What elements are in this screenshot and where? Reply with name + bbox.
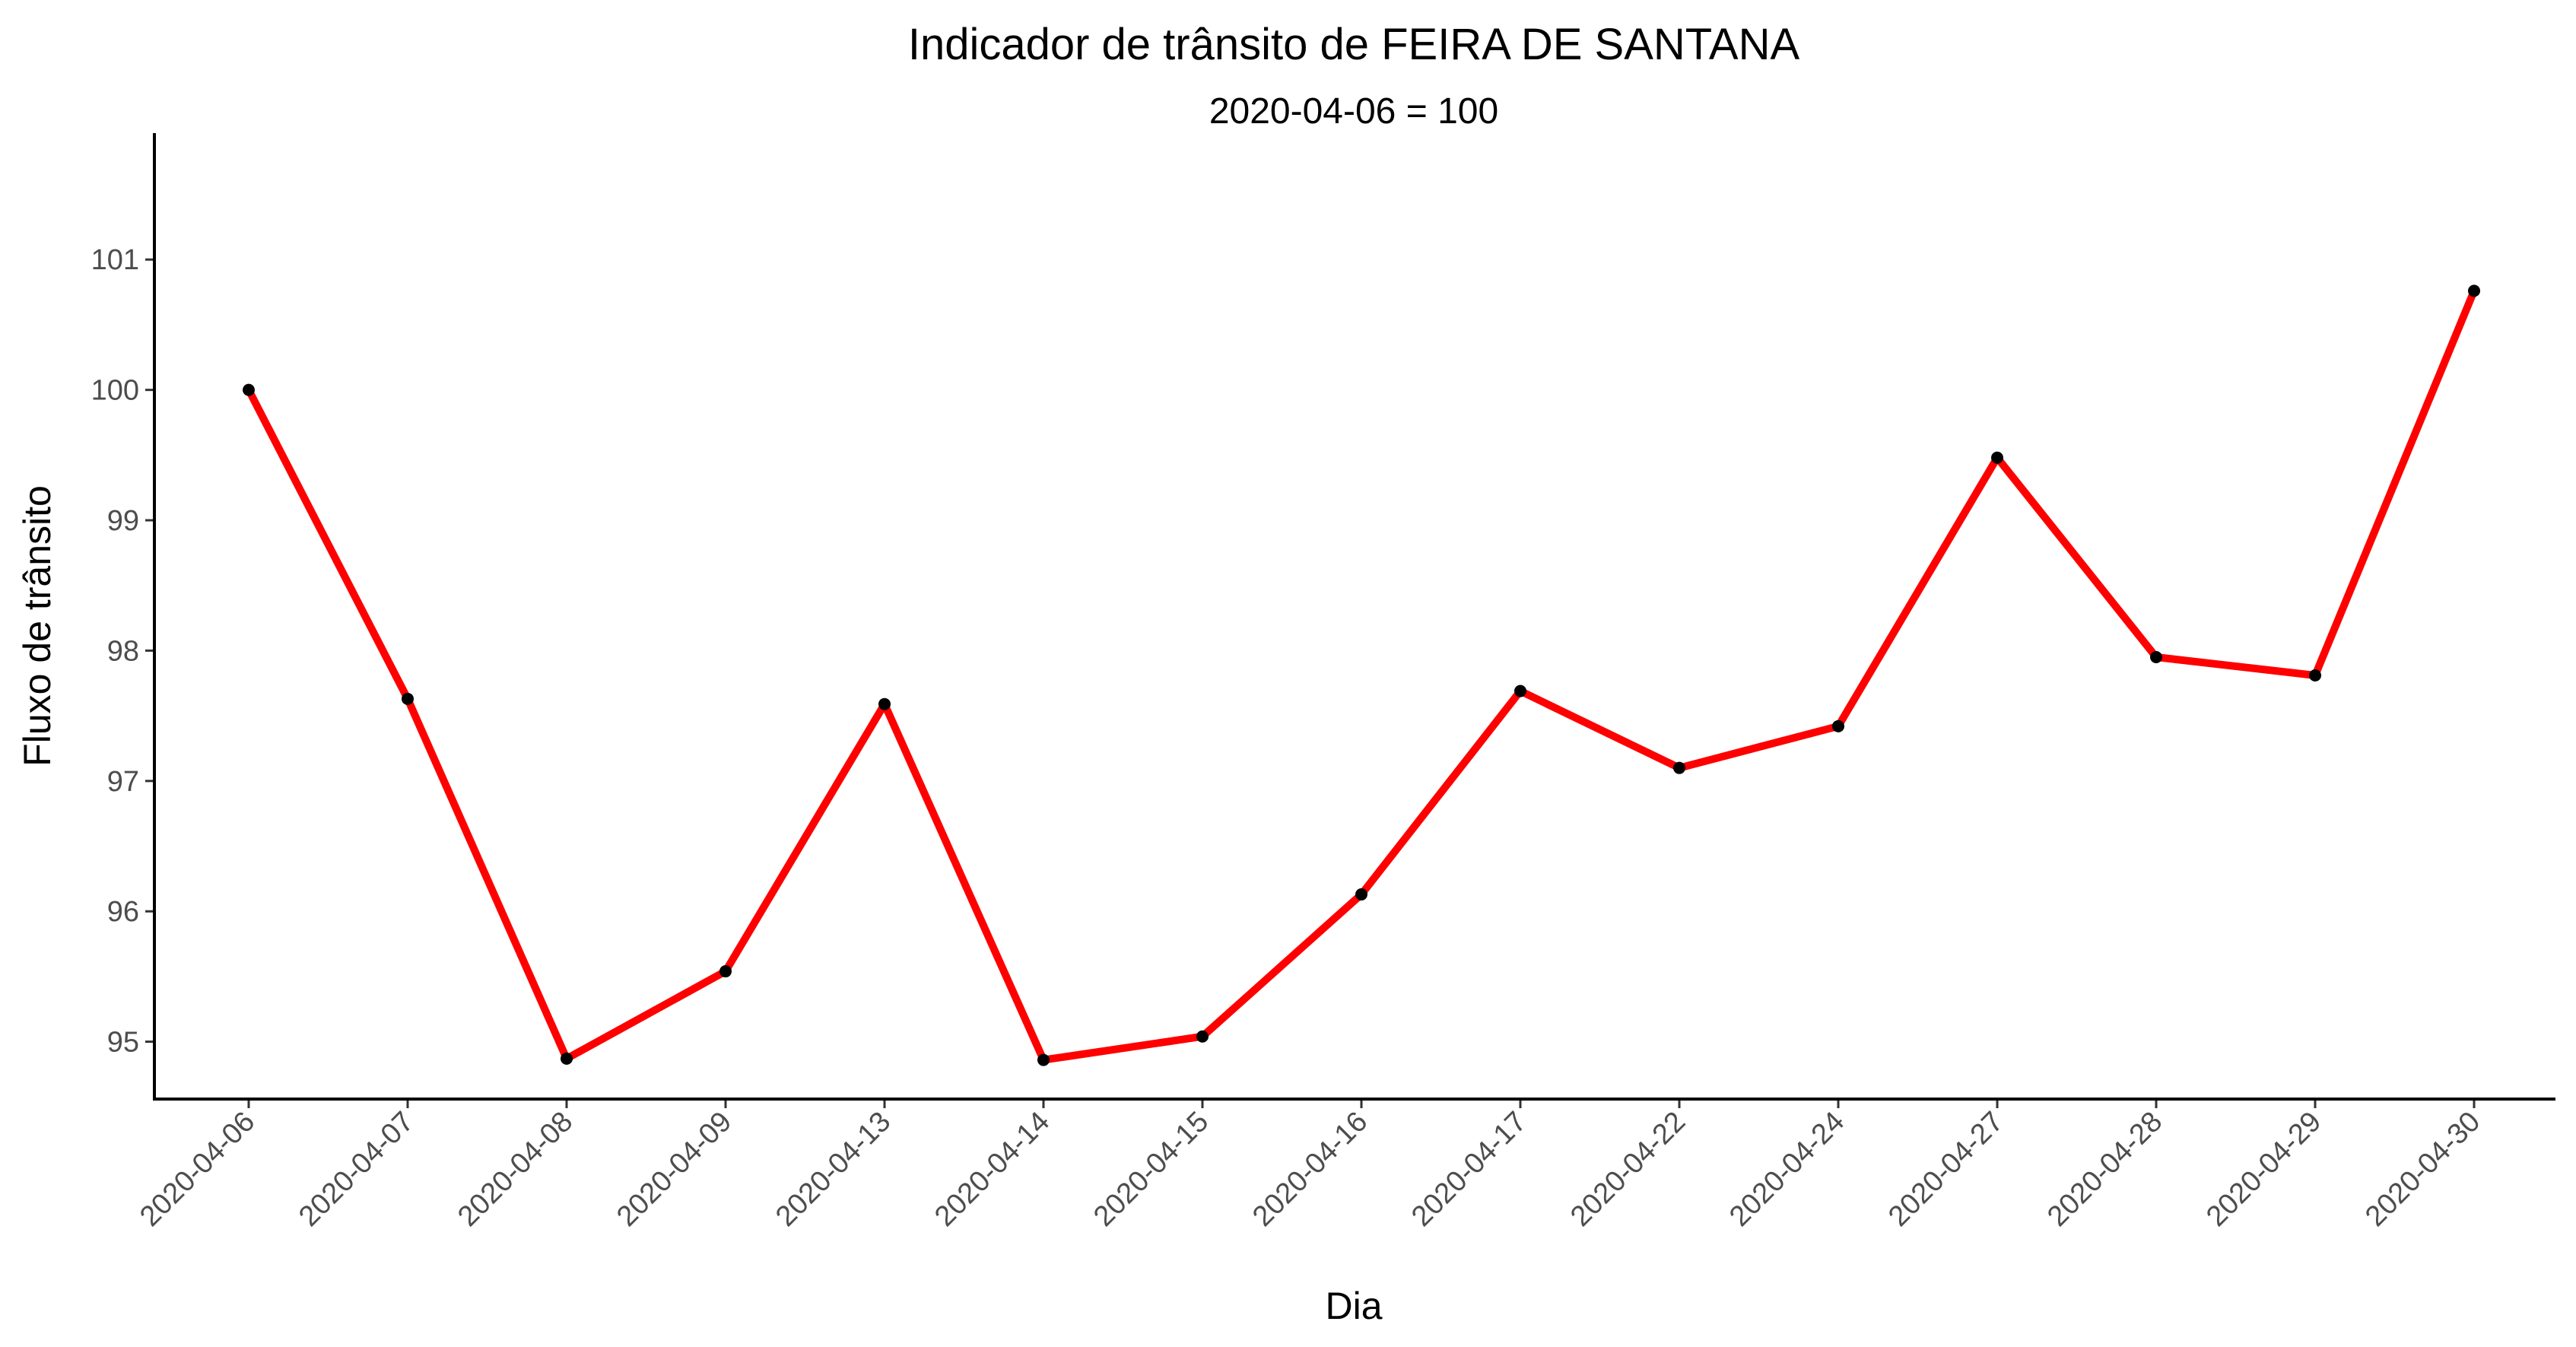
data-point <box>1196 1030 1209 1043</box>
series-line-segment <box>2311 287 2478 679</box>
data-point <box>2468 284 2480 297</box>
x-tick-label: 2020-04-24 <box>1723 1106 1850 1233</box>
x-tick-label: 2020-04-29 <box>2200 1106 2327 1233</box>
series-line-segment <box>245 386 411 703</box>
x-tick-label: 2020-04-27 <box>1882 1106 2009 1233</box>
y-tick-label: 97 <box>107 766 139 798</box>
x-axis-title: Dia <box>1325 1285 1382 1327</box>
data-point <box>1355 888 1367 901</box>
series-line-segment <box>1834 453 2001 730</box>
data-point <box>878 697 891 710</box>
y-axis-ticks: 95 96 97 98 99 100 101 <box>91 244 154 1059</box>
x-tick-label: 2020-04-13 <box>770 1106 897 1233</box>
series-line-segment <box>1040 1032 1206 1064</box>
x-tick-label: 2020-04-09 <box>611 1106 738 1233</box>
x-tick-label: 2020-04-22 <box>1564 1106 1691 1233</box>
y-tick-label: 95 <box>107 1027 139 1059</box>
series-line-segment <box>881 700 1047 1064</box>
series-line-segment <box>2152 653 2319 679</box>
y-axis-title: Fluxo de trânsito <box>16 485 59 767</box>
data-point <box>402 692 414 705</box>
x-tick-label: 2020-04-16 <box>1247 1106 1374 1233</box>
x-tick-label: 2020-04-28 <box>2041 1106 2168 1233</box>
data-point <box>1037 1053 1050 1066</box>
data-point <box>1832 720 1844 732</box>
series-line-segment <box>404 694 570 1063</box>
x-tick-label: 2020-04-17 <box>1406 1106 1533 1233</box>
chart-title: Indicador de trânsito de FEIRA DE SANTAN… <box>908 20 1800 69</box>
chart-subtitle: 2020-04-06 = 100 <box>1209 91 1498 132</box>
series-line-segment <box>1676 722 1842 772</box>
x-tick-label: 2020-04-15 <box>1088 1106 1215 1233</box>
x-tick-label: 2020-04-08 <box>452 1106 579 1233</box>
y-tick-label: 100 <box>91 375 139 407</box>
series-line-segment <box>722 700 888 976</box>
x-tick-label: 2020-04-06 <box>134 1106 261 1233</box>
x-axis-ticks: 2020-04-06 2020-04-07 2020-04-08 2020-04-09… <box>134 1099 2486 1233</box>
series-line-segment <box>563 967 729 1063</box>
y-tick-label: 101 <box>91 244 139 276</box>
data-point <box>1673 761 1685 774</box>
y-tick-label: 98 <box>107 635 139 667</box>
data-point <box>719 965 732 978</box>
series-points <box>243 284 2480 1066</box>
y-tick-label: 96 <box>107 896 139 928</box>
y-tick-label: 99 <box>107 505 139 537</box>
data-point <box>2150 650 2162 663</box>
series-line-segment <box>1199 890 1365 1040</box>
series-line-segment <box>1358 687 1524 898</box>
data-point <box>1514 685 1526 697</box>
series-line-segment <box>1517 687 1683 772</box>
x-tick-label: 2020-04-30 <box>2359 1106 2486 1233</box>
data-point <box>1991 451 2003 464</box>
x-tick-label: 2020-04-14 <box>929 1106 1056 1233</box>
data-point <box>243 383 255 396</box>
series-lines <box>245 287 2478 1064</box>
data-point <box>561 1052 573 1065</box>
data-point <box>2309 669 2321 681</box>
x-tick-label: 2020-04-07 <box>293 1106 420 1233</box>
series-line-segment <box>1993 453 2160 661</box>
